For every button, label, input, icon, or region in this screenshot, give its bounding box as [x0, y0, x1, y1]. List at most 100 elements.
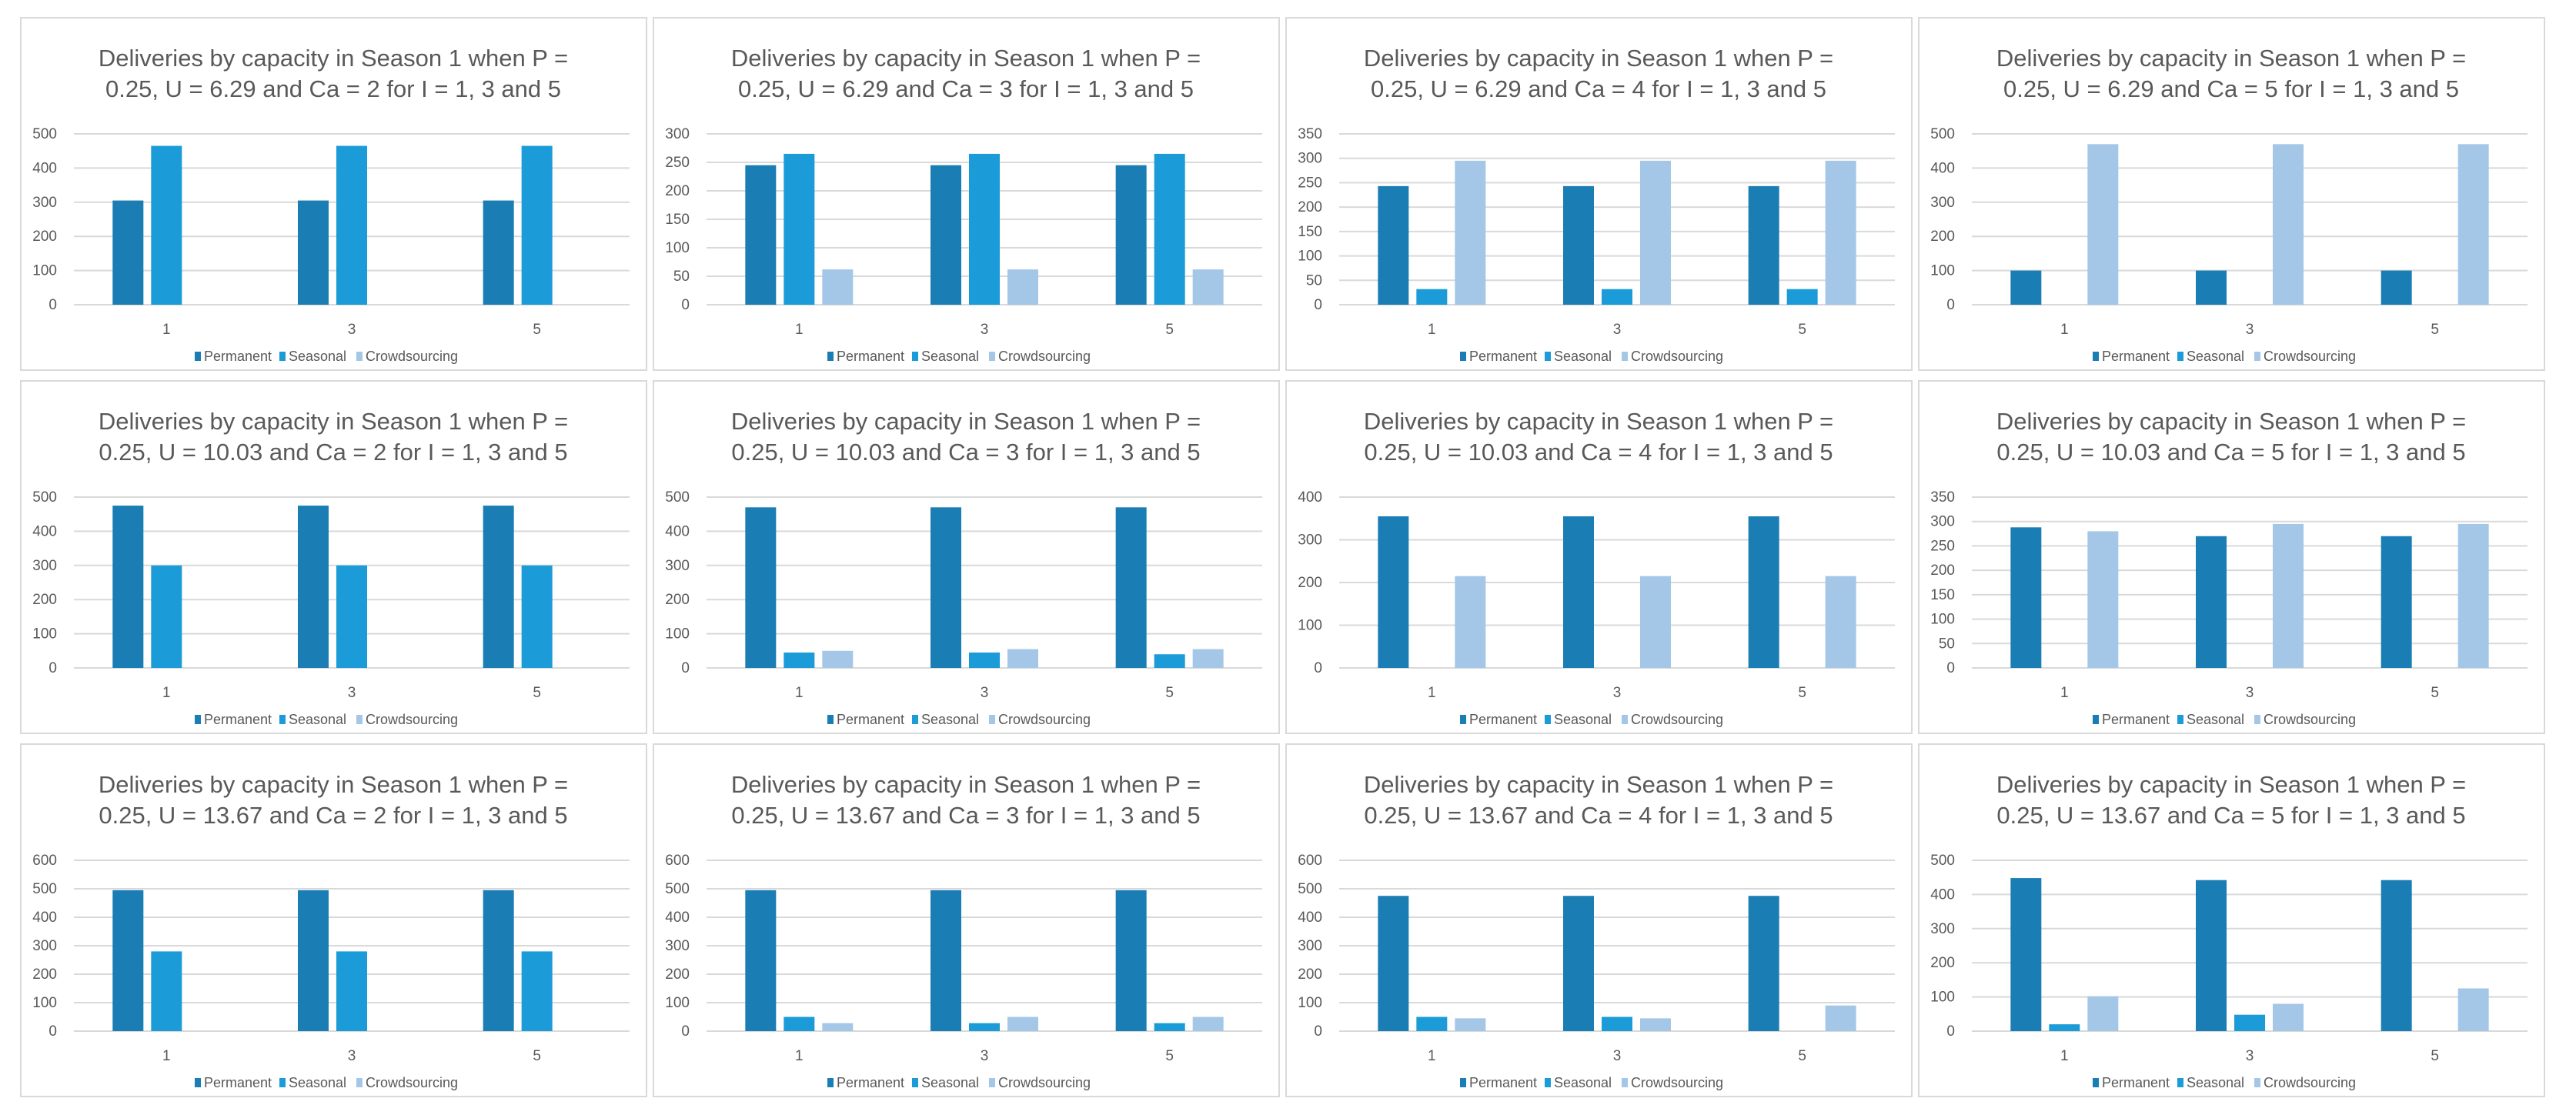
- chart-title-line: 0.25, U = 13.67 and Ca = 5 for I = 1, 3 …: [1996, 802, 2465, 829]
- legend-swatch: [356, 1078, 363, 1087]
- legend-swatch: [279, 715, 286, 724]
- bar-crowdsourcing: [1455, 1018, 1486, 1031]
- chart-title: Deliveries by capacity in Season 1 when …: [99, 45, 568, 102]
- y-tick-label: 0: [1314, 660, 1322, 676]
- bar-permanent: [112, 200, 144, 305]
- chart-panel: Deliveries by capacity in Season 1 when …: [1285, 17, 1913, 371]
- y-tick-label: 250: [665, 155, 690, 171]
- y-tick-label: 100: [665, 995, 690, 1011]
- y-tick-label: 350: [1298, 126, 1322, 142]
- chart-title: Deliveries by capacity in Season 1 when …: [99, 408, 568, 466]
- y-tick-label: 200: [32, 592, 57, 608]
- bar-chart: Deliveries by capacity in Season 1 when …: [1930, 771, 2528, 1090]
- x-tick-label: 1: [162, 685, 171, 701]
- x-tick-label: 5: [2431, 322, 2439, 338]
- bar-seasonal: [1786, 289, 1818, 305]
- bar-crowdsourcing: [1455, 576, 1486, 668]
- chart-title: Deliveries by capacity in Season 1 when …: [1996, 408, 2466, 466]
- x-tick-label: 5: [2431, 685, 2439, 701]
- chart-title: Deliveries by capacity in Season 1 when …: [731, 45, 1201, 102]
- chart-title-line: 0.25, U = 10.03 and Ca = 3 for I = 1, 3 …: [731, 439, 1200, 466]
- bar-seasonal: [151, 951, 182, 1031]
- bar-seasonal: [783, 153, 815, 305]
- legend-swatch: [2254, 715, 2260, 724]
- y-tick-label: 500: [32, 489, 57, 506]
- y-tick-label: 400: [1930, 886, 1955, 903]
- y-tick-label: 0: [681, 660, 690, 676]
- bar-crowdsourcing: [2273, 1003, 2304, 1031]
- x-tick-label: 1: [1428, 685, 1436, 701]
- bar-crowdsourcing: [2457, 988, 2489, 1031]
- bar-seasonal: [151, 145, 182, 305]
- chart-title-line: 0.25, U = 6.29 and Ca = 4 for I = 1, 3 a…: [1371, 75, 1826, 102]
- legend-label: Crowdsourcing: [1631, 349, 1723, 364]
- y-tick-label: 300: [665, 938, 690, 954]
- legend-swatch: [989, 715, 995, 724]
- legend-swatch: [827, 352, 834, 361]
- legend-label: Seasonal: [921, 1075, 979, 1090]
- y-tick-label: 250: [1930, 538, 1955, 554]
- legend-swatch: [912, 1078, 918, 1087]
- y-tick-label: 500: [1930, 853, 1955, 869]
- bar-permanent: [2196, 536, 2227, 668]
- legend-swatch: [1622, 715, 1628, 724]
- y-tick-label: 200: [665, 592, 690, 608]
- chart-panel: Deliveries by capacity in Season 1 when …: [1285, 743, 1913, 1097]
- x-tick-label: 1: [162, 322, 171, 338]
- bar-chart: Deliveries by capacity in Season 1 when …: [1298, 45, 1895, 364]
- bar-permanent: [112, 506, 144, 668]
- bar-permanent: [483, 506, 514, 668]
- legend-label: Seasonal: [2187, 349, 2244, 364]
- bar-crowdsourcing: [1007, 1017, 1038, 1031]
- legend-swatch: [279, 352, 286, 361]
- bar-crowdsourcing: [1007, 269, 1038, 305]
- legend-label: Permanent: [204, 712, 272, 727]
- bar-seasonal: [969, 653, 1000, 668]
- y-tick-label: 400: [32, 523, 57, 539]
- y-tick-label: 600: [1298, 853, 1322, 869]
- bar-permanent: [298, 506, 329, 668]
- bar-crowdsourcing: [822, 650, 854, 668]
- x-tick-label: 5: [1798, 1048, 1806, 1064]
- bar-permanent: [2010, 878, 2042, 1031]
- y-tick-label: 400: [1930, 160, 1955, 176]
- y-tick-label: 100: [1298, 618, 1322, 634]
- legend-label: Crowdsourcing: [366, 349, 458, 364]
- x-tick-label: 3: [981, 1048, 989, 1064]
- y-tick-label: 300: [665, 558, 690, 574]
- y-tick-label: 0: [1946, 660, 1955, 676]
- y-tick-label: 100: [32, 263, 57, 279]
- bar-permanent: [931, 165, 961, 305]
- legend-swatch: [2177, 352, 2183, 361]
- y-tick-label: 500: [1298, 881, 1322, 897]
- y-tick-label: 200: [1298, 199, 1322, 215]
- bar-permanent: [1378, 896, 1409, 1031]
- bar-crowdsourcing: [2273, 523, 2304, 668]
- bar-seasonal: [2234, 1014, 2265, 1031]
- bar-chart: Deliveries by capacity in Season 1 when …: [32, 408, 630, 727]
- x-tick-label: 1: [795, 685, 804, 701]
- bar-crowdsourcing: [2087, 531, 2119, 668]
- legend-label: Crowdsourcing: [1631, 1075, 1723, 1090]
- chart-title-line: 0.25, U = 10.03 and Ca = 4 for I = 1, 3 …: [1364, 439, 1833, 466]
- bar-permanent: [931, 507, 961, 668]
- bar-seasonal: [151, 565, 182, 668]
- y-tick-label: 500: [32, 126, 57, 142]
- y-tick-label: 200: [1930, 955, 1955, 971]
- legend-swatch: [1545, 715, 1551, 724]
- legend-label: Seasonal: [921, 349, 979, 364]
- bar-permanent: [2381, 536, 2412, 668]
- bar-chart: Deliveries by capacity in Season 1 when …: [1298, 771, 1895, 1090]
- legend-swatch: [912, 352, 918, 361]
- y-tick-label: 100: [32, 995, 57, 1011]
- chart-title-line: Deliveries by capacity in Season 1 when …: [1364, 45, 1833, 72]
- legend-label: Permanent: [1469, 1075, 1537, 1090]
- bar-seasonal: [1416, 1017, 1448, 1031]
- y-tick-label: 600: [32, 853, 57, 869]
- chart-panel: Deliveries by capacity in Season 1 when …: [20, 17, 647, 371]
- bar-crowdsourcing: [2273, 144, 2304, 305]
- y-tick-label: 350: [1930, 489, 1955, 506]
- y-tick-label: 0: [48, 297, 57, 313]
- chart-title: Deliveries by capacity in Season 1 when …: [99, 771, 568, 829]
- y-tick-label: 300: [1298, 532, 1322, 549]
